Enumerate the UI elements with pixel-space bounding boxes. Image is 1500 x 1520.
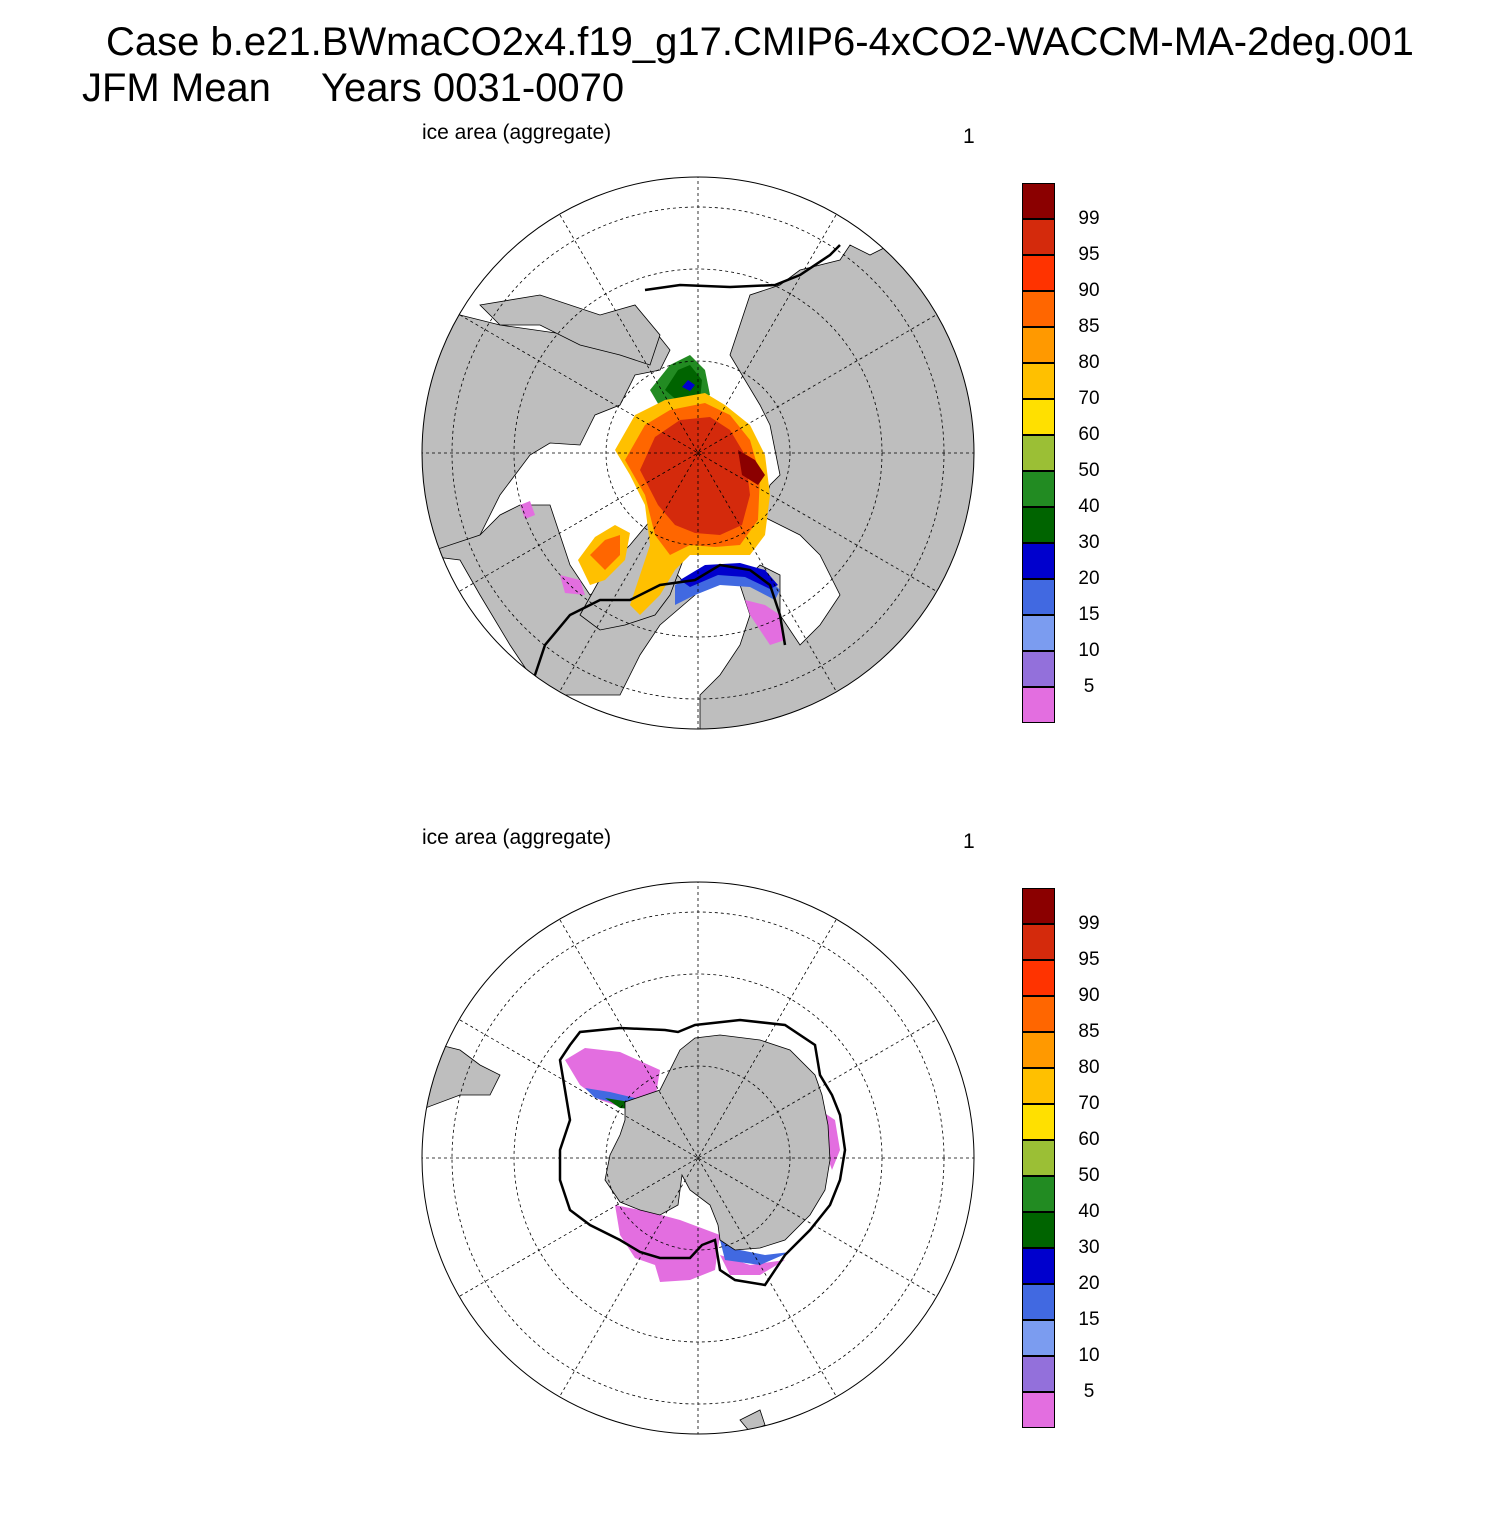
north-polar-map: [421, 176, 975, 730]
case-title: Case b.e21.BWmaCO2x4.f19_g17.CMIP6-4xCO2…: [106, 20, 1414, 64]
south-colorbar-swatch: [1022, 924, 1055, 960]
south-colorbar-tick-label: 95: [1078, 949, 1100, 970]
north-colorbar-tick-label: 70: [1078, 388, 1100, 409]
north-graticule: [422, 177, 974, 729]
south-colorbar-swatch: [1022, 1032, 1055, 1068]
south-colorbar-swatch: [1022, 1104, 1055, 1140]
north-colorbar-tick-label: 40: [1078, 496, 1100, 517]
south-colorbar-swatch: [1022, 1176, 1055, 1212]
north-colorbar-swatch: [1022, 651, 1055, 687]
north-colorbar-tick-label: 15: [1078, 604, 1100, 625]
south-colorbar-tick-label: 99: [1078, 913, 1100, 934]
north-colorbar-swatch: [1022, 363, 1055, 399]
north-colorbar-tick-label: 10: [1078, 640, 1100, 661]
north-ice-edge-line: [518, 244, 841, 716]
north-colorbar-tick-label: 20: [1078, 568, 1100, 589]
north-colorbar-swatch: [1022, 183, 1055, 219]
north-colorbar-tick-label: 80: [1078, 352, 1100, 373]
north-colorbar-tick-label: 30: [1078, 532, 1100, 553]
north-colorbar-tick-label: 5: [1083, 676, 1095, 697]
south-colorbar-tick-label: 90: [1078, 985, 1100, 1006]
north-colorbar-swatch: [1022, 255, 1055, 291]
north-panel: ice area (aggregate) 1: [0, 115, 1500, 815]
south-map-border: [421, 881, 975, 1435]
south-colorbar-swatch: [1022, 1392, 1055, 1428]
north-colorbar-tick-label: 60: [1078, 424, 1100, 445]
north-colorbar-swatch: [1022, 471, 1055, 507]
south-colorbar-swatch: [1022, 1320, 1055, 1356]
north-land-alaska: [479, 294, 661, 366]
south-colorbar-swatch: [1022, 996, 1055, 1032]
north-colorbar-tick-label: 50: [1078, 460, 1100, 481]
south-colorbar-swatch: [1022, 1248, 1055, 1284]
north-colorbar-swatch: [1022, 291, 1055, 327]
north-colorbar-swatch: [1022, 687, 1055, 723]
north-colorbar-swatch: [1022, 435, 1055, 471]
north-colorbar: 99 95 90 85 80 70 60 50 40 30 20 15 10 5: [1022, 183, 1142, 723]
north-ice-contours: [520, 355, 785, 645]
north-units-label: 1: [963, 125, 975, 148]
north-variable-label: ice area (aggregate): [422, 121, 612, 144]
south-colorbar-tick-label: 5: [1083, 1381, 1095, 1402]
north-colorbar-tick-label: 95: [1078, 244, 1100, 265]
period-title: JFM Mean Years 0031-0070: [82, 66, 624, 110]
years-label: Years 0031-0070: [320, 66, 625, 110]
south-colorbar-tick-label: 85: [1078, 1021, 1100, 1042]
south-colorbar-tick-label: 80: [1078, 1057, 1100, 1078]
south-colorbar-tick-label: 30: [1078, 1237, 1100, 1258]
south-polar-map: [421, 881, 975, 1435]
north-colorbar-tick-label: 90: [1078, 280, 1100, 301]
north-colorbar-swatch: [1022, 327, 1055, 363]
north-colorbar-swatch: [1022, 507, 1055, 543]
south-ice-edge-line: [558, 1018, 847, 1287]
south-colorbar-tick-label: 20: [1078, 1273, 1100, 1294]
south-colorbar-tick-label: 10: [1078, 1345, 1100, 1366]
north-colorbar-swatch: [1022, 399, 1055, 435]
south-colorbar-swatch: [1022, 960, 1055, 996]
south-colorbar-swatch: [1022, 1140, 1055, 1176]
south-variable-label: ice area (aggregate): [422, 826, 612, 849]
north-colorbar-swatch: [1022, 219, 1055, 255]
south-colorbar-swatch: [1022, 1284, 1055, 1320]
north-colorbar-swatch: [1022, 579, 1055, 615]
south-colorbar-swatch: [1022, 1356, 1055, 1392]
south-land-antarctica: [604, 1034, 831, 1251]
north-colorbar-swatch: [1022, 543, 1055, 579]
south-colorbar-tick-label: 50: [1078, 1165, 1100, 1186]
south-panel: ice area (aggregate) 1: [0, 820, 1500, 1520]
north-colorbar-swatch: [1022, 615, 1055, 651]
south-colorbar-tick-label: 40: [1078, 1201, 1100, 1222]
north-colorbar-tick-label: 85: [1078, 316, 1100, 337]
north-map-border: [421, 176, 975, 730]
south-colorbar-swatch: [1022, 888, 1055, 924]
south-colorbar-swatch: [1022, 1068, 1055, 1104]
south-units-label: 1: [963, 830, 975, 853]
period-label: JFM Mean: [82, 66, 271, 110]
south-colorbar-tick-label: 15: [1078, 1309, 1100, 1330]
south-colorbar-tick-label: 70: [1078, 1093, 1100, 1114]
south-graticule: [422, 882, 974, 1434]
south-colorbar: 99 95 90 85 80 70 60 50 40 30 20 15 10 5: [1022, 888, 1142, 1428]
south-land-other: [739, 1409, 766, 1433]
south-colorbar-tick-label: 60: [1078, 1129, 1100, 1150]
south-colorbar-swatch: [1022, 1212, 1055, 1248]
north-colorbar-tick-label: 99: [1078, 208, 1100, 229]
